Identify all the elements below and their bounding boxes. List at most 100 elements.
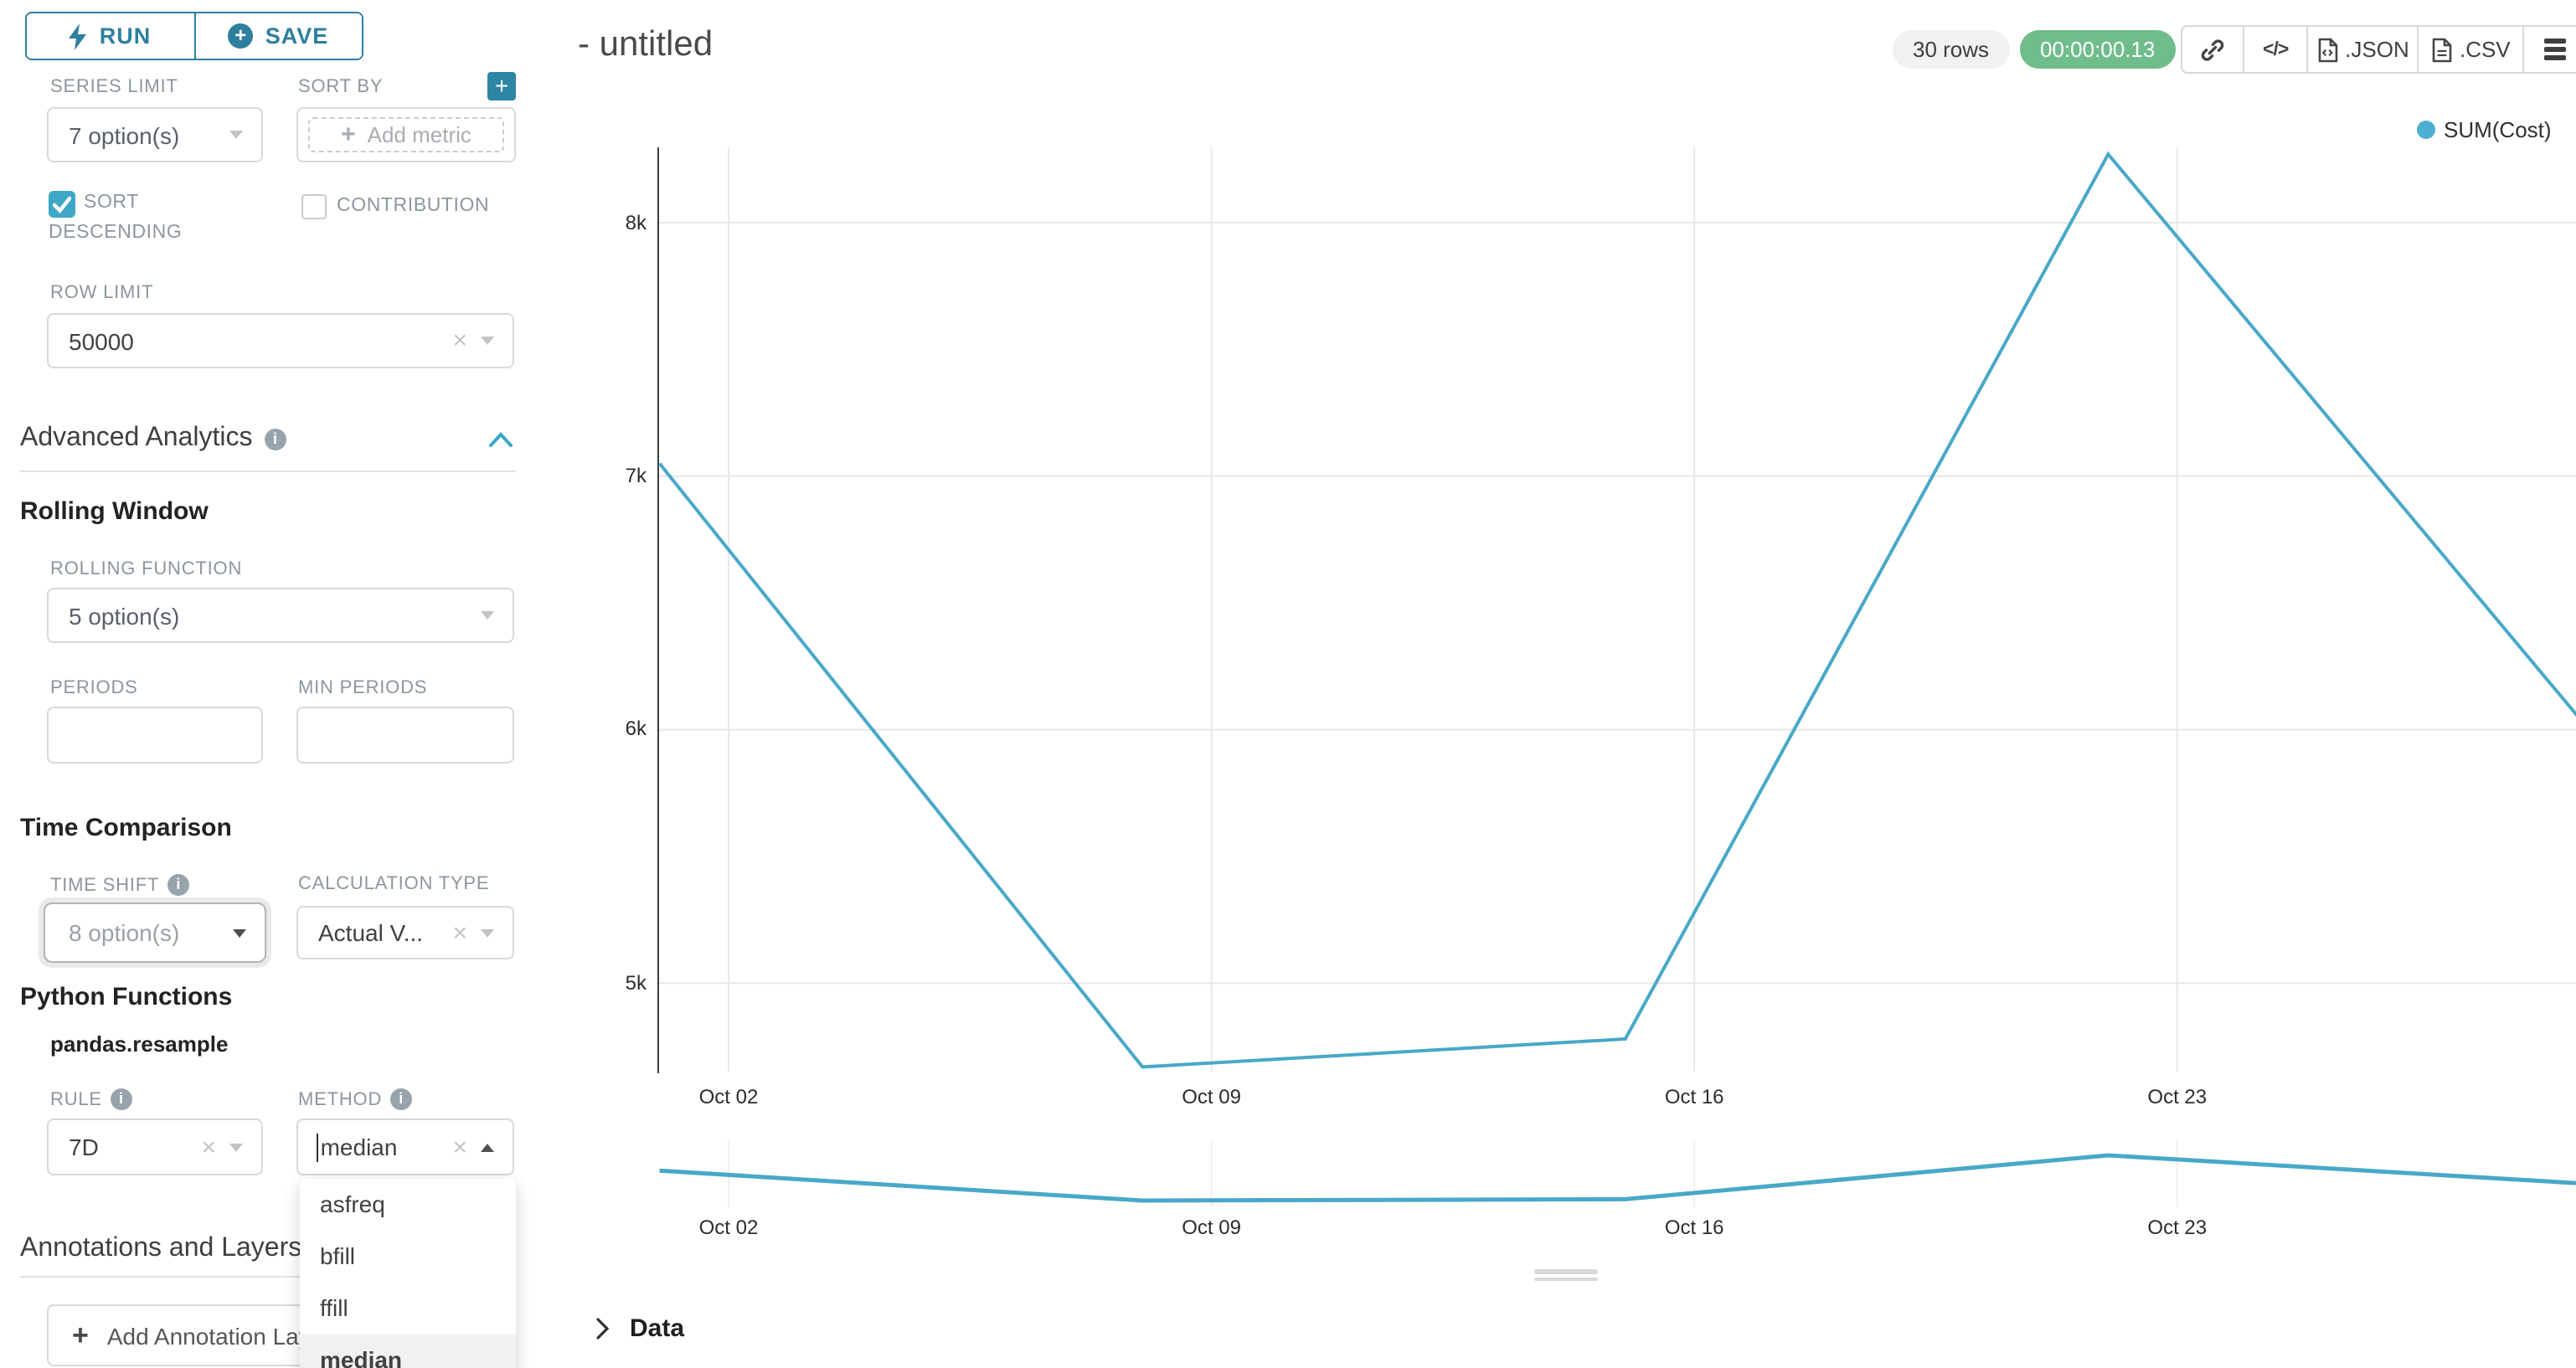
y-axis-tick-label: 6k <box>625 717 647 741</box>
advanced-analytics-header[interactable]: Advanced Analytics <box>20 424 286 454</box>
plus-circle-icon <box>228 23 254 49</box>
chevron-up-icon <box>481 1143 494 1151</box>
row-limit-select[interactable]: 50000 <box>47 313 514 368</box>
rolling-function-value: 5 option(s) <box>69 602 180 629</box>
info-icon <box>264 428 286 450</box>
run-button[interactable]: RUN <box>27 13 193 59</box>
time-shift-select[interactable]: 8 option(s) <box>44 903 266 963</box>
info-icon <box>390 1088 413 1110</box>
clear-icon[interactable] <box>201 1134 216 1160</box>
bolt-icon <box>69 23 87 49</box>
check-icon <box>52 196 72 213</box>
link-icon <box>2202 39 2224 60</box>
section-divider <box>20 471 516 472</box>
x-axis-tick-label: Oct 16 <box>1664 1085 1724 1108</box>
export-json-button[interactable]: .JSON <box>2306 27 2417 72</box>
method-label: METHOD <box>298 1089 383 1109</box>
x-axis-tick-label: Oct 23 <box>2147 1085 2208 1108</box>
clear-icon[interactable] <box>452 328 467 353</box>
preview-x-tick-label: Oct 16 <box>1664 1216 1724 1239</box>
run-save-button-group: RUN SAVE <box>25 12 363 60</box>
sort-descending-label-line1: SORT <box>84 193 139 213</box>
advanced-analytics-title: Advanced Analytics <box>20 424 253 452</box>
method-options-dropdown: asfreq bfill ffill median <box>300 1179 516 1368</box>
rolling-window-title: Rolling Window <box>20 497 209 526</box>
series-limit-select[interactable]: 7 option(s) <box>47 107 263 162</box>
add-sort-metric-button[interactable] <box>487 72 516 100</box>
add-metric-dropzone[interactable]: Add metric <box>308 117 504 152</box>
chart-legend[interactable]: SUM(Cost) <box>2417 117 2552 142</box>
chart-panel: - untitled 30 rows 00:00:00.13 .JSON .CS… <box>543 0 2576 1368</box>
sort-by-field[interactable]: Add metric <box>296 107 516 162</box>
method-option-median[interactable]: median <box>300 1335 516 1368</box>
chevron-down-icon <box>229 131 243 139</box>
data-panel-toggle[interactable]: Data <box>596 1314 684 1343</box>
time-shift-value: 8 option(s) <box>69 919 180 946</box>
min-periods-input[interactable] <box>296 707 514 764</box>
sort-descending-checkbox[interactable] <box>49 191 75 218</box>
text-cursor <box>317 1133 319 1161</box>
rule-select[interactable]: 7D <box>47 1119 263 1175</box>
periods-input[interactable] <box>47 707 263 764</box>
series-limit-label: SERIES LIMIT <box>50 77 178 97</box>
add-annotation-label: Add Annotation Layer <box>106 1322 332 1349</box>
plus-icon <box>72 1319 89 1352</box>
contribution-label: CONTRIBUTION <box>337 196 490 216</box>
python-functions-title: Python Functions <box>20 983 233 1011</box>
section-divider <box>20 1276 516 1278</box>
legend-series-label: SUM(Cost) <box>2444 117 2552 142</box>
clear-icon[interactable] <box>452 920 467 945</box>
export-csv-label: .CSV <box>2459 37 2511 62</box>
export-json-label: .JSON <box>2345 37 2409 62</box>
row-limit-label: ROW LIMIT <box>50 283 154 303</box>
save-button[interactable]: SAVE <box>193 13 362 59</box>
csv-file-icon <box>2433 37 2453 62</box>
chevron-down-icon <box>481 337 494 345</box>
method-option-bfill[interactable]: bfill <box>320 1242 356 1269</box>
method-label-row: METHOD <box>298 1088 413 1110</box>
series-line <box>658 151 2576 1069</box>
time-shift-label-row: TIME SHIFT <box>50 874 190 896</box>
method-option-asfreq[interactable]: asfreq <box>320 1191 385 1217</box>
calculation-type-label: CALCULATION TYPE <box>298 874 490 894</box>
chart-menu-button[interactable] <box>2522 27 2576 72</box>
preview-x-tick-label: Oct 23 <box>2147 1216 2208 1239</box>
panel-resize-handle[interactable] <box>1534 1269 1598 1281</box>
chevron-down-icon <box>229 1143 243 1151</box>
rule-label-row: RULE <box>50 1088 132 1110</box>
series-limit-value: 7 option(s) <box>69 121 180 148</box>
chevron-up-icon[interactable] <box>489 432 513 447</box>
time-comparison-title: Time Comparison <box>20 814 232 842</box>
query-timer-badge: 00:00:00.13 <box>2020 30 2176 69</box>
copy-link-button[interactable] <box>2182 27 2244 72</box>
chevron-down-icon <box>481 611 494 620</box>
method-option-ffill[interactable]: ffill <box>320 1294 348 1321</box>
method-combobox[interactable]: median <box>296 1119 514 1175</box>
x-axis-tick-label: Oct 02 <box>698 1085 759 1108</box>
y-axis-tick-label: 8k <box>625 210 647 234</box>
calculation-type-select[interactable]: Actual V... <box>296 906 514 959</box>
rolling-function-select[interactable]: 5 option(s) <box>47 588 514 643</box>
plus-icon <box>341 121 356 149</box>
export-toolbar: .JSON .CSV <box>2181 25 2576 74</box>
export-csv-button[interactable]: .CSV <box>2416 27 2522 72</box>
time-shift-label: TIME SHIFT <box>50 875 160 895</box>
chevron-down-icon <box>481 928 494 937</box>
chevron-down-icon <box>233 928 246 937</box>
view-query-button[interactable] <box>2243 27 2306 72</box>
periods-label: PERIODS <box>50 678 138 698</box>
min-periods-label: MIN PERIODS <box>298 678 428 698</box>
menu-icon <box>2543 39 2566 60</box>
pandas-resample-subtitle: pandas.resample <box>50 1031 229 1057</box>
chart-title[interactable]: - untitled <box>578 25 714 64</box>
clear-icon[interactable] <box>452 1134 467 1160</box>
data-panel-title: Data <box>630 1314 685 1343</box>
line-chart-canvas[interactable] <box>543 0 2576 1368</box>
contribution-checkbox[interactable] <box>301 194 327 219</box>
preview-x-tick-label: Oct 09 <box>1182 1216 1241 1239</box>
rolling-function-label: ROLLING FUNCTION <box>50 559 243 579</box>
info-icon <box>110 1088 132 1110</box>
calculation-type-value: Actual V... <box>318 919 424 946</box>
row-count-badge: 30 rows <box>1893 30 2010 69</box>
preview-x-tick-label: Oct 02 <box>698 1216 759 1239</box>
